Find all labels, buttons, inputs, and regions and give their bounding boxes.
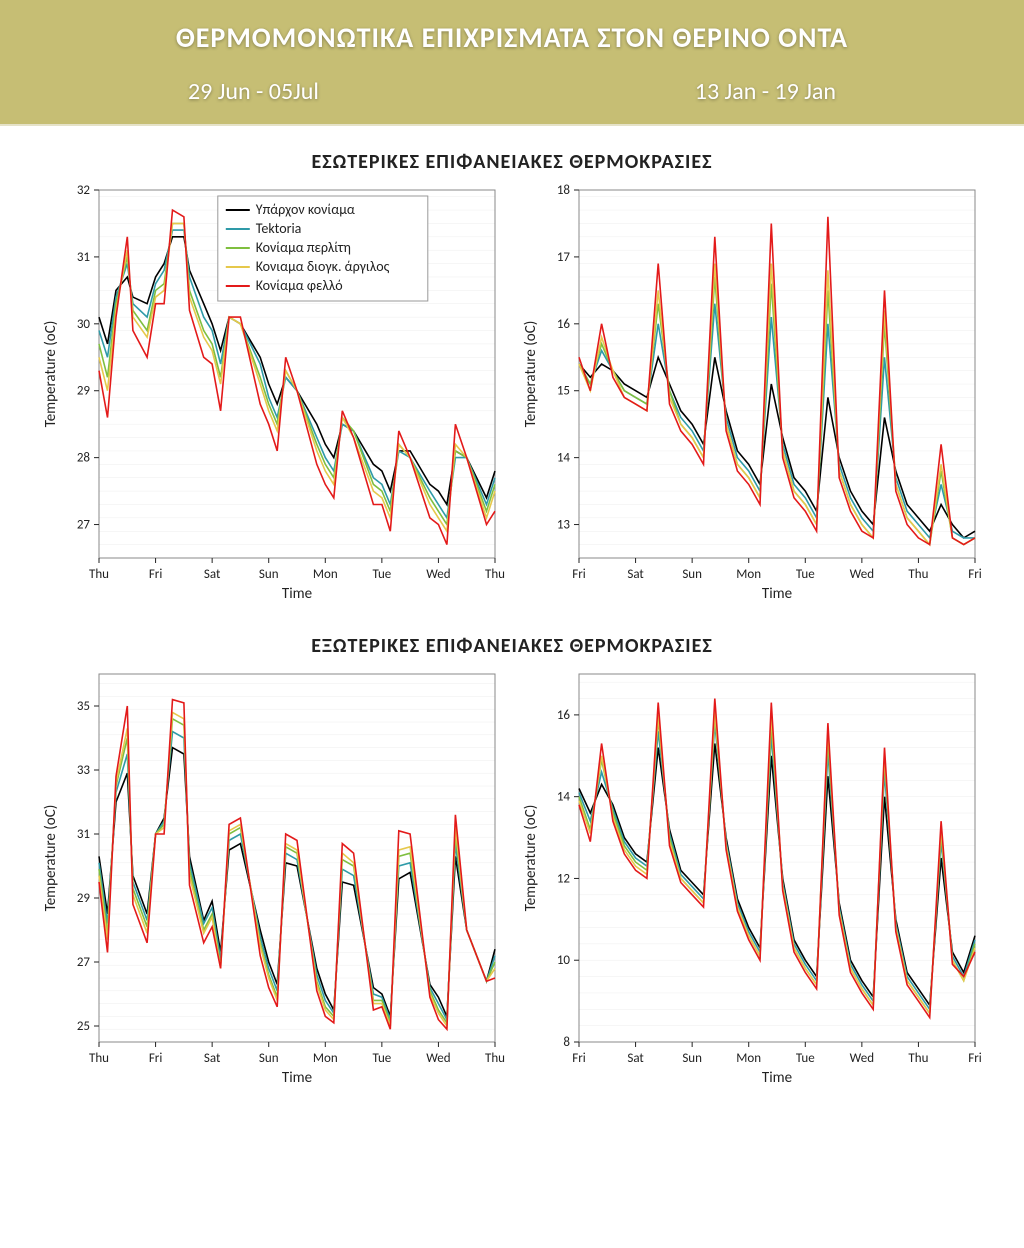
svg-text:31: 31 <box>77 250 90 265</box>
svg-text:29: 29 <box>77 384 91 399</box>
section-title-external: ΕΞΩΤΕΡΙΚΕΣ ΕΠΙΦΑΝΕΙΑΚΕΣ ΘΕΡΜΟΚΡΑΣΙΕΣ <box>0 634 1024 658</box>
svg-text:Thu: Thu <box>908 567 928 582</box>
svg-text:Κονίαμα περλίτη: Κονίαμα περλίτη <box>256 239 351 256</box>
svg-text:Thu: Thu <box>908 1051 928 1066</box>
svg-text:17: 17 <box>557 250 571 265</box>
chart-bottom-left: 25 27 29 31 33 35 Thu Fri Sat Sun Mon Tue Wed Thu Time… <box>37 664 507 1094</box>
svg-text:Thu: Thu <box>485 1051 505 1066</box>
svg-text:Temperature (oC): Temperature (oC) <box>42 321 60 428</box>
svg-text:Sat: Sat <box>627 1051 644 1066</box>
chart-top-left: 27 28 29 30 31 32 Thu Fri Sat Sun Mon Tue Wed Thu Time… <box>37 180 507 610</box>
svg-text:Mon: Mon <box>313 567 338 582</box>
svg-text:Fri: Fri <box>968 567 982 582</box>
svg-text:13: 13 <box>557 518 571 533</box>
svg-text:27: 27 <box>77 955 91 970</box>
svg-text:Time: Time <box>282 585 312 603</box>
svg-text:14: 14 <box>557 451 571 466</box>
date-range-right: 13 Jan - 19 Jan <box>695 77 836 106</box>
svg-text:Sat: Sat <box>204 567 221 582</box>
svg-text:Fri: Fri <box>149 1051 163 1066</box>
svg-text:27: 27 <box>77 518 91 533</box>
svg-text:Tue: Tue <box>796 567 815 582</box>
svg-text:8: 8 <box>563 1035 570 1050</box>
chart-top-right: 13 14 15 16 17 18 Fri Sat Sun Mon Tue Wed Thu Fri Time… <box>517 180 987 610</box>
svg-text:Tue: Tue <box>372 1051 391 1066</box>
svg-text:25: 25 <box>77 1019 90 1034</box>
date-range-left: 29 Jun - 05Jul <box>188 77 319 106</box>
svg-text:31: 31 <box>77 827 90 842</box>
svg-text:Time: Time <box>762 585 792 603</box>
svg-text:35: 35 <box>77 699 90 714</box>
svg-text:29: 29 <box>77 891 91 906</box>
svg-text:16: 16 <box>557 317 571 332</box>
chart-bottom-right: 8 10 12 14 16 Fri Sat Sun Mon Tue Wed Thu Fri Time Tem… <box>517 664 987 1094</box>
svg-text:Υπάρχον κονίαμα: Υπάρχον κονίαμα <box>256 201 355 218</box>
banner: ΘΕΡΜΟΜΟΝΩΤΙΚΑ ΕΠΙΧΡΙΣΜΑΤΑ ΣΤΟΝ ΘΕΡΙΝΟ ΟΝ… <box>0 0 1024 126</box>
svg-text:Κονιαμα διογκ. άργιλος: Κονιαμα διογκ. άργιλος <box>256 258 390 275</box>
svg-text:15: 15 <box>557 384 570 399</box>
svg-text:Sun: Sun <box>682 567 702 582</box>
svg-text:16: 16 <box>557 708 571 723</box>
svg-text:Fri: Fri <box>149 567 163 582</box>
svg-text:Wed: Wed <box>426 1051 450 1066</box>
svg-text:Tue: Tue <box>796 1051 815 1066</box>
svg-text:33: 33 <box>77 763 91 778</box>
svg-text:Temperature (oC): Temperature (oC) <box>522 321 540 428</box>
svg-text:Mon: Mon <box>313 1051 338 1066</box>
svg-text:Sun: Sun <box>682 1051 702 1066</box>
svg-text:Mon: Mon <box>736 1051 761 1066</box>
svg-text:Fri: Fri <box>572 567 586 582</box>
svg-text:Wed: Wed <box>850 567 874 582</box>
svg-text:30: 30 <box>77 317 91 332</box>
svg-text:Sun: Sun <box>259 567 279 582</box>
svg-text:Temperature (oC): Temperature (oC) <box>42 805 60 912</box>
row-external: 25 27 29 31 33 35 Thu Fri Sat Sun Mon Tue Wed Thu Time… <box>0 664 1024 1094</box>
svg-text:Wed: Wed <box>426 567 450 582</box>
svg-text:Fri: Fri <box>572 1051 586 1066</box>
svg-text:12: 12 <box>557 871 571 886</box>
svg-text:Sun: Sun <box>259 1051 279 1066</box>
svg-text:10: 10 <box>557 953 571 968</box>
svg-text:Κονίαμα φελλό: Κονίαμα φελλό <box>256 277 343 294</box>
svg-text:28: 28 <box>77 451 91 466</box>
svg-text:Tue: Tue <box>372 567 391 582</box>
svg-text:14: 14 <box>557 790 571 805</box>
svg-text:Thu: Thu <box>89 1051 109 1066</box>
svg-text:18: 18 <box>557 183 571 198</box>
svg-text:Time: Time <box>762 1069 792 1087</box>
svg-text:Fri: Fri <box>968 1051 982 1066</box>
svg-text:Sat: Sat <box>204 1051 221 1066</box>
svg-text:Time: Time <box>282 1069 312 1087</box>
svg-text:32: 32 <box>77 183 91 198</box>
banner-dates: 29 Jun - 05Jul 13 Jan - 19 Jan <box>0 77 1024 106</box>
row-internal: 27 28 29 30 31 32 Thu Fri Sat Sun Mon Tue Wed Thu Time… <box>0 180 1024 610</box>
svg-text:Wed: Wed <box>850 1051 874 1066</box>
svg-text:Sat: Sat <box>627 567 644 582</box>
page-title: ΘΕΡΜΟΜΟΝΩΤΙΚΑ ΕΠΙΧΡΙΣΜΑΤΑ ΣΤΟΝ ΘΕΡΙΝΟ ΟΝ… <box>0 20 1024 55</box>
svg-text:Tektoria: Tektoria <box>256 220 302 237</box>
svg-text:Temperature (oC): Temperature (oC) <box>522 805 540 912</box>
svg-text:Mon: Mon <box>736 567 761 582</box>
svg-text:Thu: Thu <box>485 567 505 582</box>
svg-text:Thu: Thu <box>89 567 109 582</box>
section-title-internal: ΕΣΩΤΕΡΙΚΕΣ ΕΠΙΦΑΝΕΙΑΚΕΣ ΘΕΡΜΟΚΡΑΣΙΕΣ <box>0 150 1024 174</box>
